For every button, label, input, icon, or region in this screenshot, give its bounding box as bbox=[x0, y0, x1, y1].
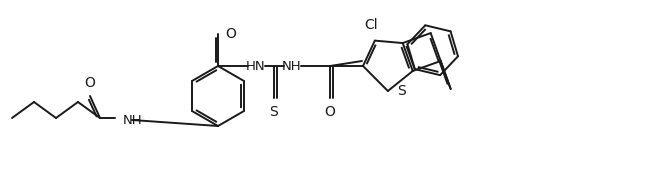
Text: O: O bbox=[324, 105, 335, 119]
Text: S: S bbox=[397, 84, 406, 98]
Text: S: S bbox=[270, 105, 278, 119]
Text: NH: NH bbox=[282, 60, 302, 73]
Text: HN: HN bbox=[246, 60, 266, 73]
Text: Cl: Cl bbox=[364, 18, 378, 32]
Text: O: O bbox=[225, 27, 236, 41]
Text: O: O bbox=[84, 76, 96, 90]
Text: NH: NH bbox=[123, 113, 142, 126]
